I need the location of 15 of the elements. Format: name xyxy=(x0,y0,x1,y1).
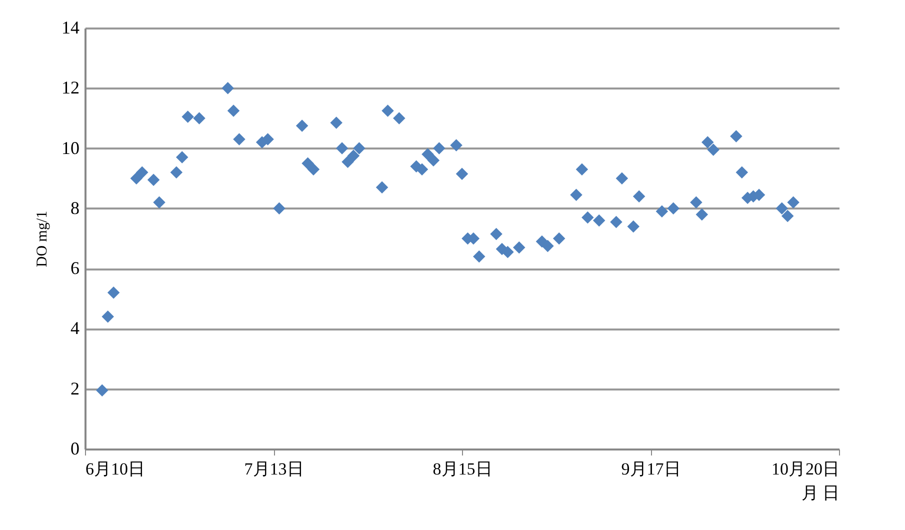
y-tick-label: 0 xyxy=(70,438,80,458)
x-tick-label: 9月17日 xyxy=(621,460,681,478)
x-tick-label: 6月10日 xyxy=(86,460,145,478)
y-tick-label: 2 xyxy=(70,378,80,398)
y-axis-title: DO mg/1 xyxy=(34,210,50,268)
x-tick-label: 10月20日 xyxy=(772,460,840,478)
y-tick-label: 6 xyxy=(70,258,80,278)
y-tick-label: 4 xyxy=(70,318,80,338)
x-tick-label: 8月15日 xyxy=(432,460,492,478)
y-tick-label: 12 xyxy=(62,78,80,98)
y-tick-label: 14 xyxy=(62,18,80,38)
x-axis-title: 月 日 xyxy=(801,484,840,502)
x-tick-label: 7月13日 xyxy=(244,460,304,478)
y-tick-label: 10 xyxy=(62,138,80,158)
y-tick-label: 8 xyxy=(70,198,80,218)
